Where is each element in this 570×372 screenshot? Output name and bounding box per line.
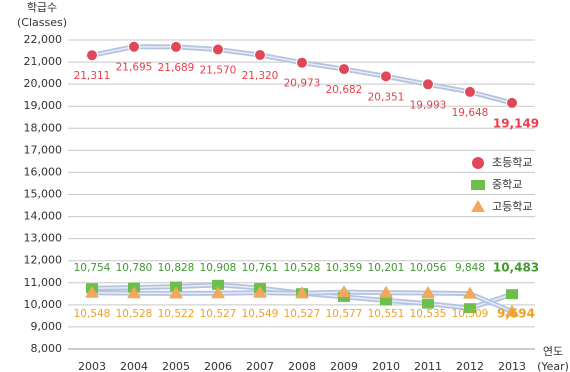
- value-label: 19,149: [493, 116, 539, 130]
- value-label: 10,201: [368, 262, 405, 274]
- y-tick-label: 19,000: [24, 99, 63, 112]
- point: [422, 78, 434, 91]
- point: [212, 43, 224, 56]
- value-label: 10,528: [284, 262, 321, 274]
- value-label: 10,509: [452, 308, 489, 320]
- value-label: 10,761: [242, 262, 279, 274]
- point: [211, 286, 225, 299]
- y-tick-label: 13,000: [24, 232, 63, 245]
- value-label: 10,908: [200, 262, 237, 274]
- x-tick-label: 2012: [456, 360, 484, 372]
- point: [422, 298, 434, 309]
- value-label: 21,695: [116, 62, 153, 74]
- legend-label: 고등학교: [492, 200, 532, 213]
- legend-marker: [471, 180, 485, 190]
- value-label: 10,528: [116, 308, 153, 320]
- value-label: 9,848: [455, 262, 485, 274]
- y-tick-label: 17,000: [24, 143, 63, 156]
- x-axis-title: 연도: [543, 345, 563, 358]
- value-label: 10,551: [368, 308, 405, 320]
- point: [505, 304, 519, 317]
- point: [169, 286, 183, 299]
- legend-marker: [472, 157, 484, 169]
- point: [86, 49, 98, 62]
- value-label: 19,993: [410, 99, 447, 111]
- value-label: 10,483: [493, 261, 539, 275]
- y-tick-label: 12,000: [24, 254, 63, 267]
- point: [127, 286, 141, 299]
- point: [464, 303, 476, 314]
- x-tick-label: 2006: [204, 360, 232, 372]
- y-tick-label: 16,000: [24, 165, 63, 178]
- point: [506, 289, 518, 300]
- x-tick-label: 2007: [246, 360, 274, 372]
- point: [380, 70, 392, 83]
- value-label: 21,311: [74, 70, 111, 82]
- point: [464, 85, 476, 98]
- point: [253, 285, 267, 298]
- value-label: 10,527: [284, 308, 321, 320]
- y-tick-label: 10,000: [24, 298, 63, 311]
- y-axis-title: 학급수: [27, 1, 57, 14]
- point: [421, 286, 435, 299]
- point: [379, 285, 393, 298]
- point: [295, 286, 309, 299]
- point: [128, 40, 140, 53]
- y-tick-label: 18,000: [24, 121, 63, 134]
- value-label: 21,689: [158, 62, 195, 74]
- point: [170, 40, 182, 53]
- value-label: 9,694: [497, 307, 535, 321]
- x-tick-label: 2004: [120, 360, 148, 372]
- x-tick-label: 2003: [78, 360, 106, 372]
- legend-label: 초등학교: [492, 156, 532, 169]
- y-axis-title: (Classes): [17, 16, 67, 29]
- y-tick-label: 20,000: [24, 77, 63, 90]
- value-label: 20,351: [368, 91, 405, 103]
- x-axis-title: (Year): [537, 360, 569, 372]
- x-tick-label: 2008: [288, 360, 316, 372]
- y-tick-label: 11,000: [24, 276, 63, 289]
- point: [254, 49, 266, 62]
- value-label: 21,320: [242, 70, 279, 82]
- value-label: 10,359: [326, 262, 363, 274]
- x-tick-label: 2005: [162, 360, 190, 372]
- point: [338, 63, 350, 76]
- x-tick-label: 2010: [372, 360, 400, 372]
- value-label: 20,682: [326, 84, 363, 96]
- series-line: [91, 44, 513, 106]
- value-label: 10,522: [158, 308, 195, 320]
- point: [463, 286, 477, 299]
- y-tick-label: 9,000: [31, 320, 63, 333]
- point: [212, 279, 224, 290]
- point: [296, 56, 308, 69]
- legend-marker: [471, 200, 485, 212]
- value-label: 10,754: [74, 262, 111, 274]
- y-tick-label: 15,000: [24, 188, 63, 201]
- value-label: 10,780: [116, 262, 153, 274]
- y-tick-label: 21,000: [24, 55, 63, 68]
- y-tick-label: 8,000: [31, 342, 63, 355]
- y-tick-label: 14,000: [24, 210, 63, 223]
- value-label: 21,570: [200, 64, 237, 76]
- value-label: 10,535: [410, 308, 447, 320]
- legend-label: 중학교: [492, 178, 522, 191]
- value-label: 19,648: [452, 107, 489, 119]
- point: [506, 96, 518, 109]
- y-tick-label: 22,000: [24, 33, 63, 46]
- point: [380, 295, 392, 306]
- x-tick-label: 2011: [414, 360, 442, 372]
- value-label: 10,828: [158, 262, 195, 274]
- x-tick-label: 2013: [498, 360, 526, 372]
- series-line-core: [91, 45, 513, 104]
- point: [85, 285, 99, 298]
- value-label: 10,548: [74, 308, 111, 320]
- value-label: 10,549: [242, 308, 279, 320]
- value-label: 10,056: [410, 262, 447, 274]
- value-label: 10,577: [326, 308, 363, 320]
- value-label: 20,973: [284, 78, 321, 90]
- point: [337, 285, 351, 298]
- value-label: 10,527: [200, 308, 237, 320]
- x-tick-label: 2009: [330, 360, 358, 372]
